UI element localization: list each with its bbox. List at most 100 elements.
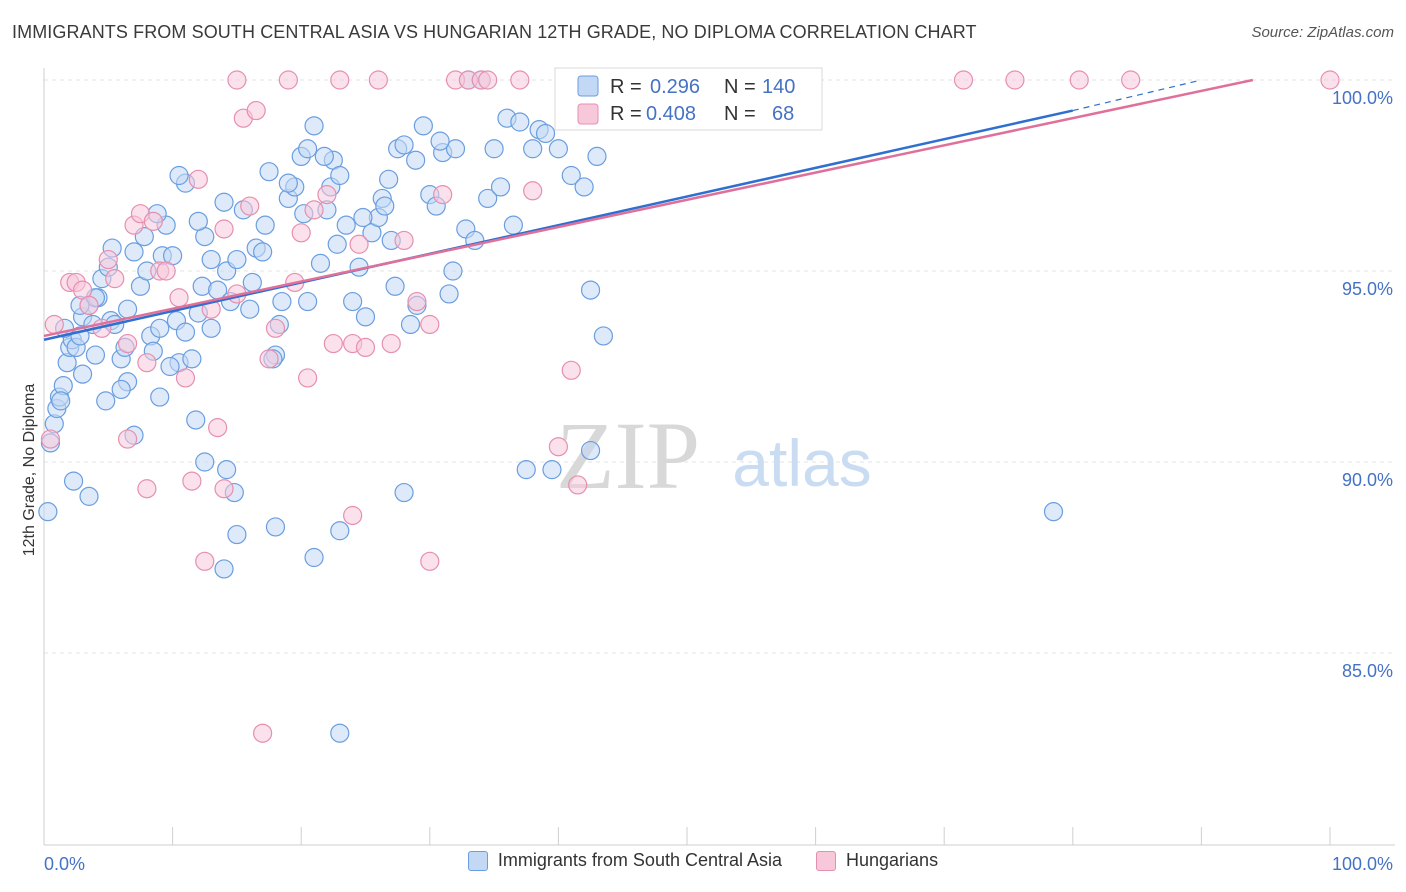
- point-immigrants: [278, 173, 298, 193]
- point-immigrants: [445, 139, 466, 159]
- legend-swatch-pink: [577, 103, 599, 125]
- point-immigrants: [160, 356, 180, 377]
- point-immigrants: [314, 146, 334, 166]
- point-immigrants: [413, 116, 433, 136]
- point-hungarians: [317, 185, 337, 205]
- point-immigrants: [430, 131, 450, 151]
- point-hungarians: [478, 70, 498, 90]
- legend-item-hungarians[interactable]: Hungarians: [816, 850, 938, 871]
- point-immigrants: [96, 391, 116, 411]
- point-immigrants: [298, 291, 318, 312]
- point-hungarians: [304, 200, 324, 220]
- point-hungarians: [298, 368, 318, 388]
- point-hungarians: [44, 314, 64, 335]
- legend-r-label-1: R =: [610, 76, 642, 98]
- point-immigrants: [336, 215, 356, 235]
- point-immigrants: [85, 345, 106, 365]
- point-hungarians: [195, 551, 215, 571]
- point-hungarians: [407, 291, 427, 312]
- legend-item-immigrants[interactable]: Immigrants from South Central Asia: [467, 850, 782, 871]
- point-hungarians: [137, 353, 157, 373]
- point-hungarians: [143, 211, 163, 231]
- point-hungarians: [420, 551, 440, 571]
- point-hungarians: [343, 505, 363, 526]
- legend-r-label-2: R =: [610, 103, 642, 125]
- point-immigrants: [182, 349, 202, 369]
- watermark-atlas: atlas: [732, 426, 871, 500]
- point-hungarians: [117, 333, 138, 354]
- point-immigrants: [510, 112, 530, 132]
- point-immigrants: [63, 471, 84, 491]
- point-hungarians: [368, 70, 388, 90]
- legend-r-value-1: 0.296: [650, 76, 700, 98]
- point-hungarians: [349, 234, 369, 254]
- point-hungarians: [214, 479, 234, 499]
- point-immigrants: [175, 322, 196, 342]
- legend-r-value-2: 0.408: [646, 103, 696, 125]
- point-immigrants: [111, 379, 131, 400]
- point-immigrants: [535, 123, 556, 144]
- point-hungarians: [568, 475, 588, 495]
- point-hungarians: [40, 429, 61, 449]
- y-tick-label: 95.0%: [1342, 279, 1393, 299]
- point-immigrants: [51, 391, 71, 411]
- point-hungarians: [330, 70, 350, 90]
- point-immigrants: [355, 307, 376, 327]
- legend-n-value-1: 140: [762, 76, 795, 98]
- point-immigrants: [169, 165, 189, 186]
- point-hungarians: [1069, 70, 1089, 90]
- point-immigrants: [186, 410, 206, 430]
- point-hungarians: [188, 169, 208, 189]
- point-hungarians: [79, 295, 99, 315]
- point-hungarians: [510, 70, 530, 90]
- trend-line-immigrants-extension: [1072, 79, 1202, 112]
- point-hungarians: [105, 269, 125, 289]
- gridlines: [44, 79, 1395, 654]
- point-immigrants: [272, 291, 292, 312]
- point-immigrants: [253, 242, 273, 262]
- series-immigrants: [38, 70, 1064, 743]
- legend-n-label-2: N =: [724, 103, 756, 125]
- point-hungarians: [253, 723, 273, 743]
- series-legend: Immigrants from South Central Asia Hunga…: [0, 850, 1406, 871]
- point-hungarians: [420, 314, 440, 335]
- point-hungarians: [561, 360, 581, 380]
- point-immigrants: [587, 146, 607, 166]
- point-immigrants: [385, 276, 405, 296]
- point-immigrants: [327, 234, 347, 254]
- point-immigrants: [406, 150, 426, 170]
- point-hungarians: [355, 337, 376, 357]
- point-immigrants: [400, 314, 421, 335]
- point-immigrants: [478, 188, 498, 209]
- point-immigrants: [330, 165, 350, 186]
- point-hungarians: [117, 429, 138, 449]
- legend-swatch-blue: [577, 75, 599, 97]
- point-immigrants: [330, 521, 350, 541]
- point-immigrants: [375, 196, 395, 216]
- point-hungarians: [137, 479, 157, 499]
- point-immigrants: [304, 547, 324, 568]
- legend-swatch-hungarians: [816, 850, 837, 871]
- trend-line-hungarians: [43, 78, 1254, 338]
- point-immigrants: [310, 253, 331, 273]
- point-hungarians: [291, 223, 311, 243]
- legend-n-value-2: 68: [772, 103, 794, 125]
- point-immigrants: [227, 249, 247, 270]
- point-immigrants: [242, 272, 262, 293]
- point-immigrants: [394, 482, 414, 503]
- point-hungarians: [214, 219, 234, 239]
- point-immigrants: [542, 460, 562, 480]
- data-points: [38, 70, 1340, 743]
- point-immigrants: [265, 517, 286, 537]
- point-hungarians: [278, 70, 298, 90]
- point-immigrants: [593, 326, 614, 346]
- legend-label-hungarians: Hungarians: [846, 850, 939, 870]
- point-immigrants: [188, 211, 208, 231]
- chart-title: IMMIGRANTS FROM SOUTH CENTRAL ASIA VS HU…: [12, 22, 977, 42]
- point-hungarians: [246, 100, 266, 121]
- point-immigrants: [574, 177, 594, 197]
- point-immigrants: [201, 249, 221, 270]
- legend-n-label-1: N =: [724, 76, 756, 98]
- y-tick-label: 90.0%: [1342, 470, 1393, 490]
- point-immigrants: [124, 242, 144, 262]
